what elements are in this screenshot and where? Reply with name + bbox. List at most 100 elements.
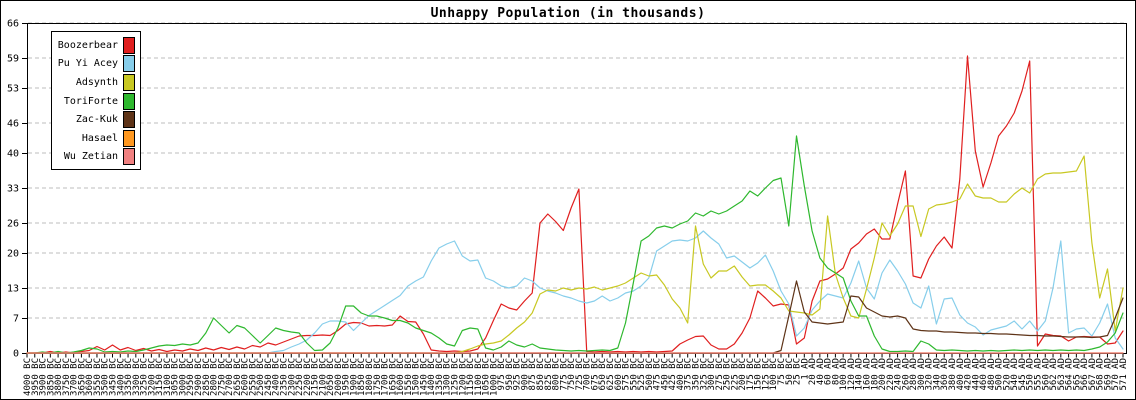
x-tick-label: 75 BC <box>777 358 787 385</box>
x-tick-label: 650 BC <box>598 358 608 391</box>
x-tick-label: 275 BC <box>715 358 725 391</box>
x-tick-label: 625 BC <box>606 358 616 391</box>
x-tick-label: 20 AD <box>808 358 818 385</box>
x-tick-label: 280 AD <box>909 358 919 391</box>
x-tick-label: 3450 BC <box>109 358 119 396</box>
x-tick-label: 175 BC <box>746 358 756 391</box>
y-tick-label: 13 <box>7 284 19 295</box>
x-tick-label: 825 BC <box>544 358 554 391</box>
x-tick-label: 1950 BC <box>342 358 352 396</box>
x-tick-label: 700 BC <box>583 358 593 391</box>
y-tick-label: 53 <box>7 84 19 95</box>
x-tick-label: 1150 BC <box>466 358 476 396</box>
x-tick-label: 2850 BC <box>202 358 212 396</box>
x-tick-label: 4000 BC <box>23 358 33 396</box>
gridlines <box>28 22 1126 319</box>
x-tick-label: 2800 BC <box>210 358 220 396</box>
x-tick-label: 2200 BC <box>303 358 313 396</box>
x-tick-label: 240 AD <box>894 358 904 391</box>
legend-label: Boozerbear <box>57 39 118 51</box>
x-tick-label: 480 AD <box>987 358 997 391</box>
y-tick-label: 20 <box>7 249 19 260</box>
x-tick-label: 320 AD <box>925 358 935 391</box>
legend-item: Pu Yi Acey <box>52 55 140 74</box>
legend-swatch-skyblue <box>123 55 135 73</box>
x-tick-label: 3300 BC <box>132 358 142 396</box>
x-tick-label: 1850 BC <box>357 358 367 396</box>
x-tick-label: 375 BC <box>684 358 694 391</box>
y-axis: 0 7 13 20 26 33 40 46 53 59 66 <box>7 19 27 360</box>
x-tick-label: 80 AD <box>831 358 841 385</box>
x-tick-label: 380 AD <box>948 358 958 391</box>
x-tick-label: 1250 BC <box>451 358 461 396</box>
x-tick-label: 555 AD <box>1033 358 1043 391</box>
x-tick-label: 3600 BC <box>85 358 95 396</box>
x-tick-label: 2250 BC <box>295 358 305 396</box>
x-tick-label: 2150 BC <box>311 358 321 396</box>
x-tick-label: 2100 BC <box>318 358 328 396</box>
x-tick-label: 450 BC <box>660 358 670 391</box>
x-tick-label: 775 BC <box>559 358 569 391</box>
series-line-toriforte <box>26 135 1124 354</box>
x-tick-label: 440 AD <box>971 358 981 391</box>
x-tick-label: 3900 BC <box>39 358 49 396</box>
x-tick-label: 2350 BC <box>280 358 290 396</box>
x-tick-label: 568 AD <box>1096 358 1106 391</box>
x-tick-label: 2450 BC <box>264 358 274 396</box>
x-tick-label: 3400 BC <box>116 358 126 396</box>
x-tick-label: 300 BC <box>707 358 717 391</box>
legend-item: Adsynth <box>52 73 140 92</box>
legend-label: Adsynth <box>75 76 118 88</box>
x-tick-label: 325 BC <box>699 358 709 391</box>
x-tick-label: 1750 BC <box>373 358 383 396</box>
x-tick-label: 565 AD <box>1072 358 1082 391</box>
x-tick-label: 564 AD <box>1065 358 1075 391</box>
x-tick-label: 460 AD <box>979 358 989 391</box>
legend-item: ToriForte <box>52 92 140 111</box>
x-tick-label: 900 BC <box>520 358 530 391</box>
x-tick-label: 25 BC <box>793 358 803 385</box>
x-tick-label: 100 AD <box>839 358 849 391</box>
legend-swatch-brown <box>123 111 135 129</box>
chart-title: Unhappy Population (in thousands) <box>430 6 706 21</box>
x-tick-label: 1800 BC <box>365 358 375 396</box>
x-tick-label: 1500 BC <box>412 358 422 396</box>
series-lines <box>26 55 1124 354</box>
x-tick-label: 1050 BC <box>482 358 492 396</box>
x-tick-label: 3150 BC <box>155 358 165 396</box>
x-tick-label: 725 BC <box>575 358 585 391</box>
x-tick-label: 400 BC <box>676 358 686 391</box>
x-tick-label: 675 BC <box>590 358 600 391</box>
legend-label: Zac-Kuk <box>75 114 118 126</box>
x-tick-label: 1300 BC <box>443 358 453 396</box>
legend-item: Zac-Kuk <box>52 110 140 129</box>
y-tick-label: 0 <box>13 349 19 360</box>
x-tick-label: 567 AD <box>1088 358 1098 391</box>
x-tick-label: 1700 BC <box>381 358 391 396</box>
legend-item: Wu Zetian <box>52 148 140 167</box>
x-tick-label: 875 BC <box>528 358 538 391</box>
x-tick-label: 1350 BC <box>435 358 445 396</box>
x-tick-label: 545 AD <box>1018 358 1028 391</box>
x-tick-label: 1000 BC <box>489 358 499 396</box>
y-tick-label: 7 <box>13 314 19 325</box>
x-tick-label: 125 BC <box>761 358 771 391</box>
legend-swatch-orange <box>123 129 135 147</box>
y-tick-label: 59 <box>7 54 19 65</box>
x-tick-label: 750 BC <box>567 358 577 391</box>
x-tick-label: 100 BC <box>769 358 779 391</box>
legend-item: Hasael <box>52 129 140 148</box>
x-tick-label: 550 AD <box>1026 358 1036 391</box>
x-tick-label: 1900 BC <box>349 358 359 396</box>
x-tick-label: 570 AD <box>1111 358 1121 391</box>
legend-label: Hasael <box>81 132 118 144</box>
x-tick-label: 2550 BC <box>248 358 258 396</box>
x-tick-label: 3000 BC <box>178 358 188 396</box>
x-tick-label: 140 AD <box>855 358 865 391</box>
x-tick-label: 2700 BC <box>225 358 235 396</box>
x-tick-label: 569 AD <box>1103 358 1113 391</box>
x-tick-label: 566 AD <box>1080 358 1090 391</box>
x-tick-label: 400 AD <box>956 358 966 391</box>
x-tick-label: 2500 BC <box>256 358 266 396</box>
x-tick-label: 225 BC <box>730 358 740 391</box>
